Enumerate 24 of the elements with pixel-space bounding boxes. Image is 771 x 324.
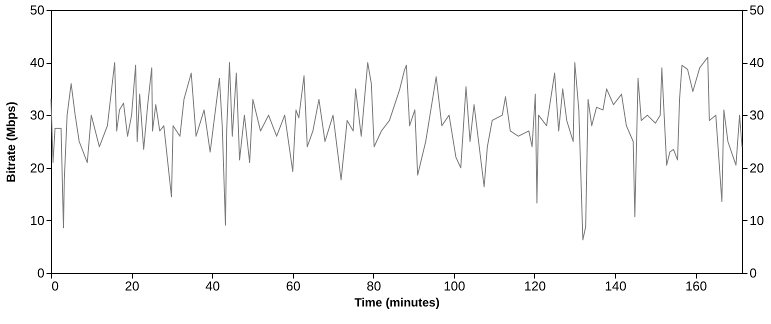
x-tick-label: 40 (205, 278, 220, 294)
y-tick-label: 30 (30, 108, 44, 123)
x-tick-label: 20 (124, 278, 140, 294)
x-tick-label: 100 (444, 278, 466, 294)
y2-tick-label: 50 (750, 2, 764, 18)
y2-tick-label: 30 (750, 108, 764, 123)
y-tick-label: 10 (30, 212, 44, 228)
x-tick-label: 60 (286, 278, 300, 294)
y-tick-label: 20 (30, 160, 44, 176)
y-tick-label: 0 (37, 266, 44, 280)
x-axis-title: Time (minutes) (354, 296, 440, 310)
x-tick-label: 160 (685, 278, 708, 294)
x-tick-label: 140 (604, 278, 626, 294)
x-tick-label: 80 (366, 278, 382, 294)
y2-tick-label: 0 (750, 266, 757, 280)
x-tick-label: 0 (52, 278, 59, 294)
line-series (50, 56, 742, 240)
y-tick-label: 40 (30, 55, 44, 70)
x-tick-label: 120 (524, 278, 546, 294)
y-axis-title: Bitrate (Mbps) (4, 102, 18, 182)
y-tick-label: 50 (30, 2, 44, 18)
y2-tick-label: 10 (750, 212, 764, 228)
y2-tick-label: 40 (750, 55, 764, 70)
y2-tick-label: 20 (750, 160, 764, 176)
